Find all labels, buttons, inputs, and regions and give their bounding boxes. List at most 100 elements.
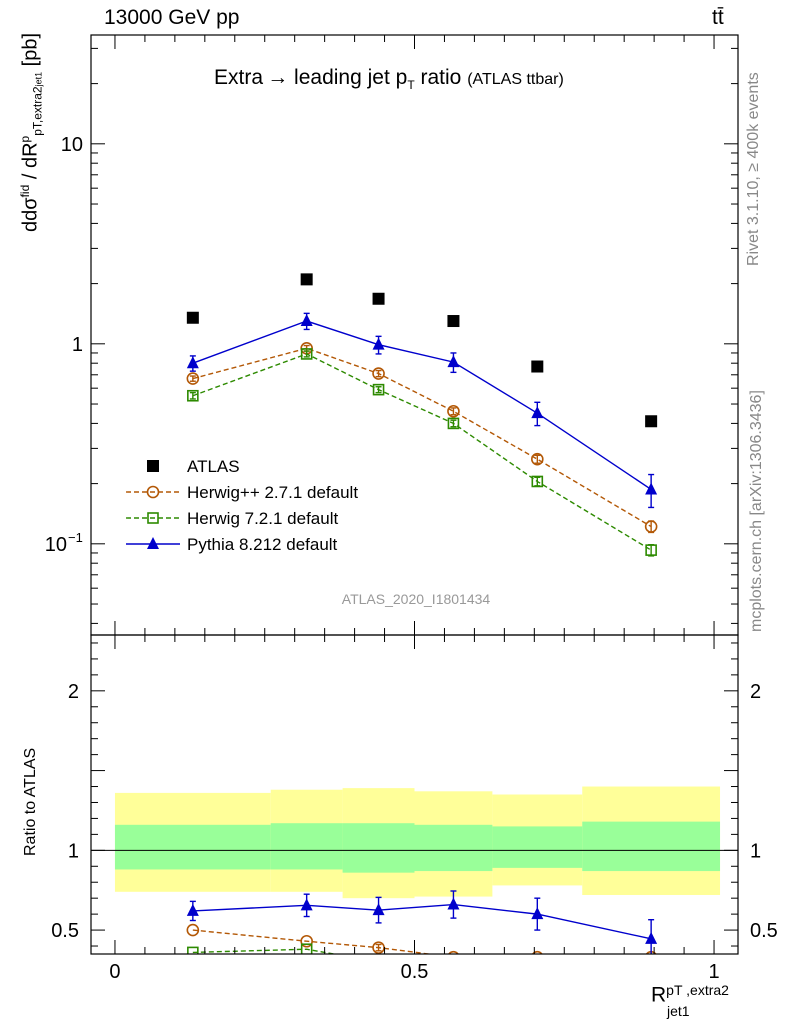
- legend: ATLAS Herwig++ 2.7.1 default Herwig 7.2.1 …: [126, 457, 358, 554]
- ratio-band-inner: [342, 823, 415, 873]
- main-pythia-point: [186, 356, 199, 369]
- ratio-band-inner: [492, 826, 583, 868]
- y-title-dR: dR: [19, 142, 42, 169]
- ratio-pythia-point: [300, 898, 313, 911]
- main-herwig7-point: [447, 417, 460, 430]
- main-y-tick-label: 10: [61, 134, 83, 156]
- ratio-y-tick-label: 1: [68, 840, 79, 862]
- ratio-y-tick-label: 2: [68, 681, 79, 703]
- main-y-tick-exponent: −1: [68, 530, 83, 545]
- y-title-unit: [pb]: [19, 32, 42, 67]
- ratio-herwig7-point: [532, 957, 542, 967]
- y-title-fid: fid: [18, 184, 32, 198]
- ratio-y-label: Ratio to ATLAS: [22, 747, 39, 856]
- legend-herwig7-marker: [147, 512, 159, 524]
- header-right: tt̄: [712, 6, 724, 29]
- ratio-y-tick-label-right: 2: [750, 681, 761, 703]
- legend-pythia-marker: [147, 537, 159, 549]
- main-herwigpp-point: [644, 520, 658, 533]
- y-axis-title: ddσfid / dRppT,extra2jet1 [pb]: [18, 32, 45, 232]
- title-tag: (ATLAS ttbar): [467, 71, 564, 88]
- ratio-herwig7-point: [187, 946, 199, 954]
- x-tick-label: 1: [708, 961, 719, 983]
- main-pythia-point: [300, 314, 313, 327]
- main-pythia-point: [447, 355, 460, 368]
- main-data-point: [372, 292, 385, 305]
- ratio-herwig7-point: [646, 957, 656, 967]
- legend-herwigpp-marker: [146, 485, 160, 499]
- x-axis-title-sub: jet1: [667, 1003, 690, 1019]
- ratio-band-inner: [414, 824, 493, 872]
- main-pythia-point: [645, 482, 658, 495]
- main-herwig7-point: [645, 544, 657, 556]
- x-title-R: R: [651, 983, 667, 1007]
- main-y-tick-label: 10: [45, 534, 67, 556]
- title-main-post: ratio: [414, 66, 462, 89]
- main-pythia-point: [372, 337, 385, 350]
- main-pythia-point: [531, 406, 544, 419]
- ratio-pythia-point: [186, 903, 199, 916]
- main-data-point: [300, 273, 313, 286]
- ratio-pythia-point: [531, 907, 544, 920]
- ratio-herwigpp-point: [186, 923, 200, 937]
- legend-herwigpp-label: Herwig++ 2.7.1 default: [187, 483, 358, 502]
- header-left: 13000 GeV pp: [104, 6, 240, 29]
- ratio-pythia-point: [372, 903, 385, 916]
- main-data-point: [186, 311, 199, 324]
- main-data-point: [531, 360, 544, 373]
- title-main-pre: Extra → leading jet p: [214, 66, 408, 89]
- main-herwigpp-line: [192, 347, 652, 528]
- legend-herwig7-label: Herwig 7.2.1 default: [187, 509, 338, 528]
- watermark: ATLAS_2020_I1801434: [342, 591, 491, 607]
- main-y-tick-label: 1: [72, 334, 83, 356]
- rivet-label: Rivet 3.1.10, ≥ 400k events: [745, 72, 762, 266]
- y-title-p: p: [18, 135, 32, 143]
- main-data-point: [645, 415, 658, 428]
- plot-title: Extra → leading jet pT ratio (ATLAS ttba…: [214, 66, 564, 92]
- ratio-herwig7-point: [300, 943, 313, 954]
- main-herwigpp-point: [531, 452, 544, 466]
- ratio-band-inner: [114, 824, 271, 870]
- legend-data-marker: [147, 460, 159, 472]
- x-axis-title: RpT ,extra2: [651, 982, 729, 1007]
- legend-pythia-label: Pythia 8.212 default: [187, 535, 338, 554]
- main-pythia-line: [192, 320, 652, 491]
- main-herwig7-point: [372, 383, 385, 396]
- legend-data-label: ATLAS: [187, 457, 240, 476]
- y-title-jet1: jet1: [33, 71, 44, 87]
- main-herwig7-line: [192, 353, 652, 551]
- title-main-sub: T: [407, 78, 415, 93]
- main-data-point: [447, 315, 460, 328]
- y-title-sub: pT,extra2: [30, 86, 45, 136]
- ratio-herwigpp-point: [300, 934, 313, 948]
- ratio-band-inner: [582, 821, 721, 872]
- main-herwig7-point: [300, 348, 313, 360]
- main-herwig7-point: [531, 475, 544, 488]
- ratio-pythia-point: [447, 897, 460, 910]
- main-herwigpp-point: [186, 372, 200, 385]
- ratio-pythia-line: [192, 903, 652, 940]
- ratio-herwig7-point: [374, 957, 384, 967]
- x-tick-label: 0: [109, 961, 120, 983]
- ratio-pythia-point: [645, 931, 658, 944]
- ratio-herwigpp-point: [448, 950, 459, 954]
- main-series: [186, 273, 658, 557]
- ratio-herwig7-point: [448, 957, 458, 967]
- main-herwigpp-point: [372, 367, 385, 380]
- ratio-y-tick-label-right: 1: [750, 840, 761, 862]
- ratio-herwigpp-point: [531, 950, 543, 954]
- x-title-sup: pT ,extra2: [666, 982, 729, 998]
- y-title-d: d: [19, 220, 42, 232]
- mcplots-label: mcplots.cern.ch [arXiv:1306.3436]: [748, 390, 765, 632]
- ratio-band-inner: [270, 823, 343, 870]
- main-herwigpp-point: [447, 404, 460, 418]
- x-tick-label: 0.5: [401, 961, 429, 983]
- ratio-y-tick-label-right: 0.5: [750, 920, 778, 942]
- y-title-dsigma: dσ: [19, 197, 42, 221]
- ratio-herwigpp-line: [192, 929, 435, 954]
- main-herwig7-point: [187, 389, 199, 402]
- ratio-y-tick-label: 0.5: [51, 920, 79, 942]
- ratio-panel: [91, 786, 738, 967]
